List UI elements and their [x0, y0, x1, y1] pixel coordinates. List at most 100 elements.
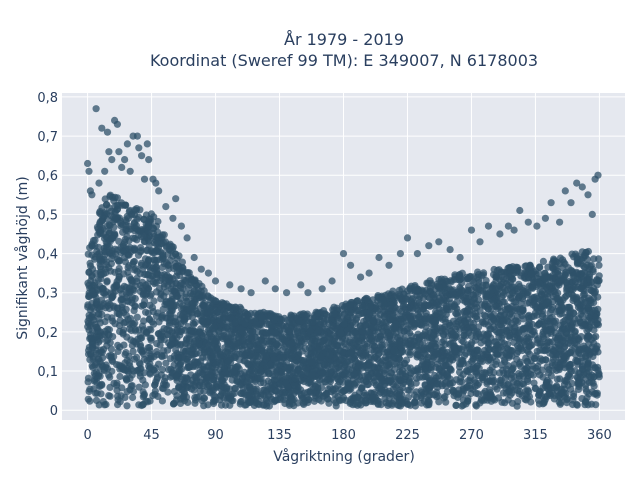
data-point	[125, 215, 132, 222]
data-point	[505, 304, 512, 311]
data-point	[233, 378, 240, 385]
data-point	[400, 380, 407, 387]
data-point	[503, 328, 510, 335]
data-point	[574, 270, 581, 277]
data-point	[516, 373, 523, 380]
data-point	[284, 317, 291, 324]
data-point	[305, 396, 312, 403]
data-point	[364, 297, 371, 304]
data-point	[350, 370, 357, 377]
data-point	[183, 347, 190, 354]
data-point	[112, 281, 119, 288]
data-point	[585, 248, 592, 255]
data-point	[258, 314, 265, 321]
data-point	[153, 340, 160, 347]
data-point	[321, 331, 328, 338]
data-point	[189, 352, 196, 359]
data-point	[413, 305, 420, 312]
data-point	[414, 311, 421, 318]
data-point	[373, 370, 380, 377]
data-point	[115, 202, 122, 209]
data-point	[582, 399, 589, 406]
data-point	[497, 312, 504, 319]
data-point	[136, 384, 143, 391]
data-point	[555, 298, 562, 305]
data-point	[86, 292, 93, 299]
data-point	[566, 278, 573, 285]
data-point	[423, 310, 430, 317]
data-point	[122, 351, 129, 358]
data-point	[224, 395, 231, 402]
data-point	[440, 332, 447, 339]
data-point	[528, 313, 535, 320]
data-point	[556, 399, 563, 406]
data-point	[411, 284, 418, 291]
data-point	[144, 357, 151, 364]
data-point	[594, 320, 601, 327]
data-point	[409, 295, 416, 302]
data-point	[317, 354, 324, 361]
data-point	[570, 286, 577, 293]
data-point	[595, 371, 602, 378]
data-point	[115, 268, 122, 275]
data-point	[405, 394, 412, 401]
data-point	[418, 387, 425, 394]
data-point	[479, 370, 486, 377]
data-point	[387, 369, 394, 376]
data-point	[214, 345, 221, 352]
data-point	[245, 348, 252, 355]
data-point	[309, 319, 316, 326]
data-point	[485, 322, 492, 329]
data-point	[359, 304, 366, 311]
data-point	[107, 222, 114, 229]
data-point	[590, 326, 597, 333]
data-point	[436, 284, 443, 291]
data-point	[302, 335, 309, 342]
data-point	[432, 308, 439, 315]
data-point	[205, 382, 212, 389]
data-point	[167, 366, 174, 373]
data-point	[453, 376, 460, 383]
data-point	[280, 354, 287, 361]
data-point	[143, 261, 150, 268]
data-point	[117, 220, 124, 227]
data-point	[105, 264, 112, 271]
data-point	[446, 322, 453, 329]
data-point	[451, 342, 458, 349]
data-point	[355, 338, 362, 345]
data-point	[462, 400, 469, 407]
data-point	[143, 211, 150, 218]
data-point	[130, 348, 137, 355]
data-point	[247, 342, 254, 349]
data-point	[490, 378, 497, 385]
data-point	[302, 345, 309, 352]
data-point	[121, 239, 128, 246]
data-point	[246, 399, 253, 406]
data-point	[503, 280, 510, 287]
data-point	[377, 389, 384, 396]
data-point	[439, 347, 446, 354]
data-point	[101, 212, 108, 219]
data-point	[381, 381, 388, 388]
data-point	[94, 390, 101, 397]
data-point	[465, 361, 472, 368]
data-point	[535, 392, 542, 399]
data-point	[137, 373, 144, 380]
data-point	[449, 334, 456, 341]
data-point	[556, 366, 563, 373]
data-point	[273, 388, 280, 395]
data-point	[583, 388, 590, 395]
data-point	[219, 377, 226, 384]
data-point	[133, 205, 140, 212]
data-point	[475, 390, 482, 397]
data-point	[489, 298, 496, 305]
data-point	[392, 383, 399, 390]
data-point	[519, 305, 526, 312]
data-point	[408, 383, 415, 390]
data-point	[155, 361, 162, 368]
data-point	[253, 352, 260, 359]
data-point	[142, 381, 149, 388]
data-point	[425, 342, 432, 349]
data-point	[517, 359, 524, 366]
